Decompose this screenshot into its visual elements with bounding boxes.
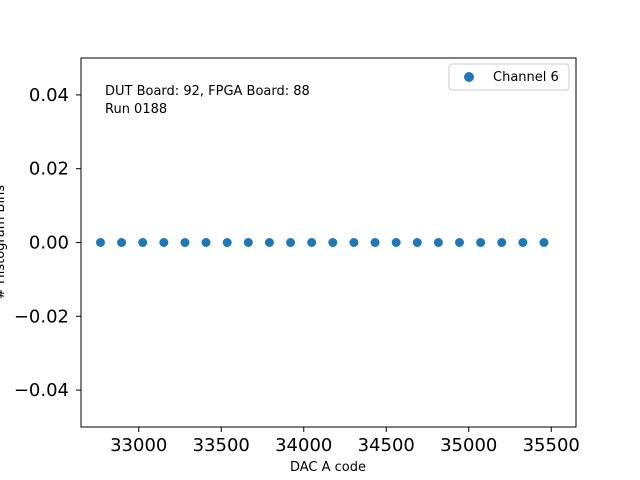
x-axis-label: DAC A code bbox=[290, 460, 366, 475]
y-tick-label: 0.04 bbox=[29, 85, 69, 106]
data-point bbox=[433, 238, 443, 247]
data-point bbox=[264, 238, 274, 247]
data-point bbox=[518, 238, 528, 247]
legend: Channel 6 bbox=[448, 63, 570, 91]
data-point bbox=[497, 238, 507, 247]
x-tick-label: 35000 bbox=[440, 435, 497, 456]
x-tick-label: 34000 bbox=[275, 435, 332, 456]
data-point bbox=[412, 238, 422, 247]
x-tick-label: 35500 bbox=[523, 435, 580, 456]
x-tick-label: 33500 bbox=[193, 435, 250, 456]
series-channel-6-points bbox=[95, 238, 549, 247]
data-point bbox=[349, 238, 359, 247]
annotation-run: Run 0188 bbox=[105, 102, 167, 117]
data-point bbox=[328, 238, 338, 247]
data-point bbox=[476, 238, 486, 247]
y-tick-label: −0.02 bbox=[14, 306, 69, 327]
legend-box bbox=[448, 63, 570, 91]
y-axis-ticks: 0.04 0.02 0.00 −0.02 −0.04 bbox=[14, 85, 81, 401]
data-point bbox=[370, 238, 380, 247]
data-point bbox=[455, 238, 465, 247]
data-point bbox=[243, 238, 253, 247]
y-tick-label: 0.00 bbox=[29, 233, 69, 254]
data-point bbox=[117, 238, 127, 247]
x-tick-label: 34500 bbox=[358, 435, 415, 456]
x-tick-label: 33000 bbox=[110, 435, 167, 456]
data-point bbox=[539, 238, 549, 247]
data-point bbox=[138, 238, 148, 247]
data-point bbox=[180, 238, 190, 247]
legend-label-channel-6: Channel 6 bbox=[493, 70, 559, 85]
y-axis-label: # Histogram Bins bbox=[0, 185, 8, 299]
data-point bbox=[286, 238, 296, 247]
data-point bbox=[391, 238, 401, 247]
legend-marker-channel-6 bbox=[464, 72, 474, 82]
y-tick-label: −0.04 bbox=[14, 380, 69, 401]
data-point bbox=[159, 238, 169, 247]
y-tick-label: 0.02 bbox=[29, 159, 69, 180]
data-point bbox=[222, 238, 232, 247]
data-point bbox=[307, 238, 317, 247]
data-point bbox=[201, 238, 211, 247]
x-axis-ticks: 33000 33500 34000 34500 35000 35500 bbox=[110, 427, 580, 456]
annotation-boards: DUT Board: 92, FPGA Board: 88 bbox=[105, 84, 310, 99]
data-point bbox=[95, 238, 105, 247]
